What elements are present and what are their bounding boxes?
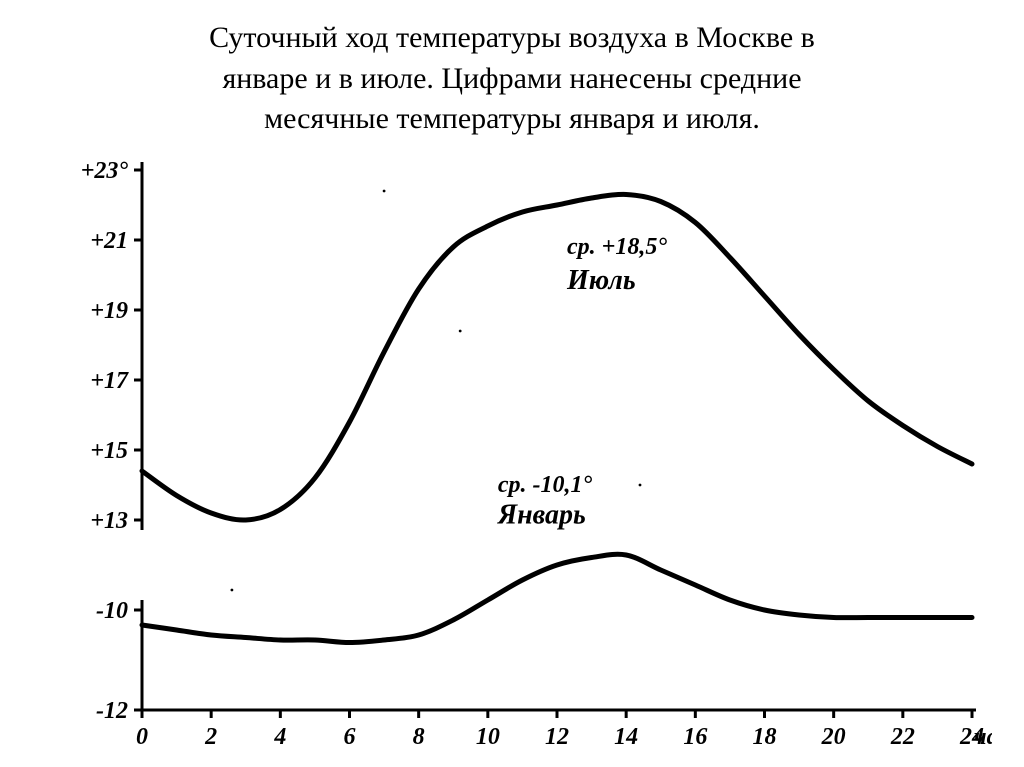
x-tick-label: 4 — [273, 724, 286, 750]
y-tick-label: +19 — [90, 298, 128, 324]
x-tick-label: 16 — [683, 724, 707, 750]
x-tick-label: 18 — [753, 724, 777, 750]
y-tick-label: +21 — [90, 228, 128, 254]
july-label-2: Июль — [566, 265, 636, 296]
y-tick-label: -10 — [96, 598, 128, 624]
x-tick-label: 22 — [890, 724, 915, 750]
title-line-3: месячные температуры января и июля. — [264, 102, 760, 135]
speckle — [459, 329, 462, 332]
speckle — [639, 483, 642, 486]
january-label-1: ср. -10,1° — [498, 472, 593, 498]
y-tick-label: +15 — [90, 438, 128, 464]
x-unit-label: час. — [974, 724, 992, 750]
x-tick-label: 12 — [545, 724, 569, 750]
x-tick-label: 20 — [821, 724, 846, 750]
chart-area: +13 +15 +17 +19 +21 +23° -12 -10 0 2 4 6 8 10 12 14 16 18… — [32, 150, 992, 750]
x-tick-label: 14 — [614, 724, 638, 750]
july-label-1: ср. +18,5° — [567, 234, 667, 260]
y-tick-label: -12 — [96, 698, 128, 724]
chart-title: Суточный ход температуры воздуха в Москв… — [0, 0, 1024, 150]
january-label-2: Январь — [497, 499, 586, 530]
speckle — [383, 189, 386, 192]
speckle — [231, 588, 234, 591]
y-tick-label: +13 — [90, 508, 128, 534]
x-tick-label: 10 — [476, 724, 500, 750]
x-tick-label: 2 — [204, 724, 217, 750]
page: Суточный ход температуры воздуха в Москв… — [0, 0, 1024, 767]
january-line — [142, 554, 972, 642]
x-tick-label: 0 — [136, 724, 148, 750]
x-tick-label: 8 — [413, 724, 425, 750]
x-tick-label: 6 — [344, 724, 356, 750]
y-tick-label: +17 — [90, 368, 129, 394]
title-line-1: Суточный ход температуры воздуха в Москв… — [209, 21, 815, 54]
chart-svg: +13 +15 +17 +19 +21 +23° -12 -10 0 2 4 6 8 10 12 14 16 18… — [32, 150, 992, 750]
y-tick-label: +23° — [81, 158, 129, 184]
title-line-2: январе и в июле. Цифрами нанесены средни… — [222, 62, 801, 95]
